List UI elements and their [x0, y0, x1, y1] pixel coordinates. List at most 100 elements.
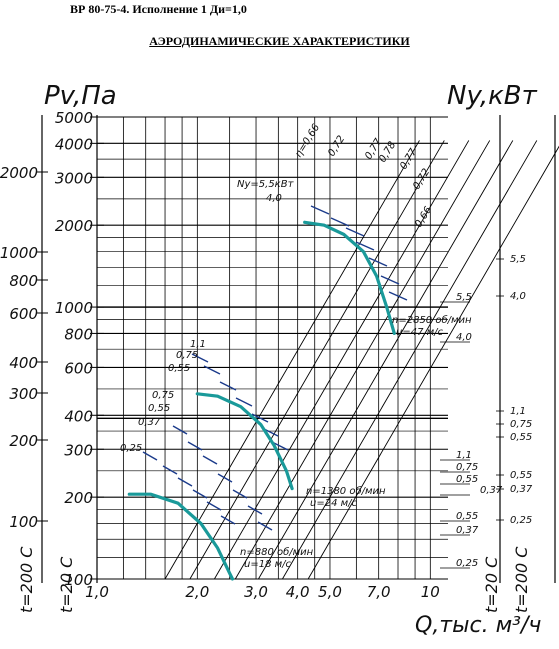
right-power-label: 0,55	[456, 511, 478, 522]
power-dashes	[142, 205, 408, 531]
x-tick-label: 5,0	[318, 583, 342, 601]
right-power-label: 0,55	[456, 474, 478, 485]
grid	[36, 115, 556, 583]
y200-tick-label: 1000	[0, 244, 38, 262]
power-label: 0,25	[120, 443, 142, 454]
performance-curve-1	[195, 392, 294, 491]
right-power-label: 0,37	[480, 485, 503, 496]
right-power-label: 1,1	[456, 450, 472, 461]
y200-tick-label: 800	[9, 272, 38, 290]
efficiency-line	[307, 145, 559, 580]
power-label: 0,75	[152, 390, 174, 401]
x-tick-label: 4,0	[286, 583, 310, 601]
power-dash	[192, 489, 208, 499]
power-label: 0,37	[138, 417, 161, 428]
y20-tick-label: 4000	[55, 135, 93, 153]
y200-tick-label: 300	[9, 385, 38, 403]
power-label: 1,1	[190, 339, 206, 350]
y200-tick-label: 100	[9, 513, 38, 531]
efficiency-label: 0,72	[411, 167, 432, 192]
power-dash	[368, 257, 388, 267]
right-far-label: 0,55	[510, 470, 532, 481]
power-dash	[206, 501, 222, 511]
y-axis-title: Pv,Па	[44, 81, 117, 111]
power-label: 0,75	[176, 350, 198, 361]
power-dash	[142, 451, 158, 461]
efficiency-lines	[164, 140, 559, 580]
y20-tick-label: 100	[64, 571, 93, 589]
efficiency-line	[213, 140, 470, 580]
temperature-label: t=200 С	[512, 546, 531, 613]
y-axis-title-right: Ny,кВт	[447, 81, 538, 111]
y20-tick-label: 3000	[55, 169, 93, 187]
power-dash	[203, 365, 221, 375]
efficiency-line	[164, 140, 420, 580]
y20-tick-label: 2000	[55, 217, 93, 235]
power-dash	[310, 205, 330, 215]
curve-label: n=880 об/мин	[240, 546, 314, 558]
right-far-label: 0,55	[510, 432, 532, 443]
efficiency-line	[234, 140, 491, 580]
x-tick-label: 7,0	[367, 583, 391, 601]
power-dash	[177, 477, 193, 487]
curve-label: u=18 м/с	[244, 559, 292, 570]
right-power-label: 4,0	[456, 332, 472, 343]
y200-tick-label: 2000	[0, 164, 38, 182]
curve-label: u=47 м/с	[396, 327, 444, 338]
power-dash	[380, 275, 400, 285]
right-far-label: 0,25	[510, 515, 532, 526]
right-far-label: 1,1	[510, 406, 526, 417]
chart-title: АЭРОДИНАМИЧЕСКИЕ ХАРАКТЕРИСТИКИ	[149, 34, 410, 48]
power-label: Ny=5,5кВт	[237, 179, 295, 190]
x-tick-label: 1,0	[85, 583, 109, 601]
curve-label: n=1380 об/мин	[306, 485, 386, 497]
right-power-label: 0,75	[456, 462, 478, 473]
power-label: 0,55	[168, 363, 190, 374]
temperature-label: t=200 С	[17, 546, 36, 613]
model-title: ВР 80-75-4. Исполнение 1 Ди=1,0	[70, 2, 247, 16]
x-tick-label: 10	[421, 583, 440, 601]
y20-tick-label: 200	[64, 489, 93, 507]
power-dash	[355, 241, 375, 251]
power-dash	[217, 473, 233, 483]
right-power-label: 0,37	[456, 525, 479, 536]
x-tick-label: 2,0	[185, 583, 209, 601]
y20-tick-label: 5000	[55, 109, 93, 127]
efficiency-line	[189, 140, 445, 580]
power-dash	[345, 227, 365, 237]
y20-tick-label: 300	[64, 441, 93, 459]
right-far-label: 5,5	[510, 254, 526, 265]
power-dash	[330, 217, 350, 227]
y200-tick-label: 200	[9, 432, 38, 450]
power-dash	[187, 441, 203, 451]
y20-tick-label: 400	[64, 407, 93, 425]
performance-curve-0	[303, 220, 396, 335]
efficiency-line	[258, 140, 514, 580]
curve-label: n=2850 об/мин	[392, 314, 472, 326]
efficiency-label: 0,72	[326, 134, 347, 159]
power-dash	[251, 413, 269, 423]
power-dash	[172, 425, 188, 435]
power-dash	[235, 397, 253, 407]
power-dash	[191, 353, 209, 363]
right-far-label: 0,37	[510, 484, 533, 495]
power-label: 0,55	[148, 403, 170, 414]
power-dash	[247, 505, 263, 515]
power-dash	[220, 515, 236, 525]
performance-curves	[127, 220, 396, 581]
power-dash	[388, 291, 408, 301]
temperature-label: t=20 С	[482, 556, 501, 613]
right-far-label: 0,75	[510, 419, 532, 430]
power-dash	[202, 455, 218, 465]
power-dash	[219, 381, 237, 391]
power-dash	[232, 489, 248, 499]
curve-label: u=24 м/с	[310, 498, 358, 509]
power-label: 4,0	[266, 193, 282, 204]
y20-tick-label: 600	[64, 359, 93, 377]
right-power-label: 0,25	[456, 558, 478, 569]
y20-tick-label: 1000	[55, 299, 93, 317]
labels: 100 200 300 400 600 800 1000 2000 3000 4000 5000 10…	[0, 81, 541, 638]
right-far-label: 4,0	[510, 291, 526, 302]
y200-tick-label: 400	[9, 354, 38, 372]
